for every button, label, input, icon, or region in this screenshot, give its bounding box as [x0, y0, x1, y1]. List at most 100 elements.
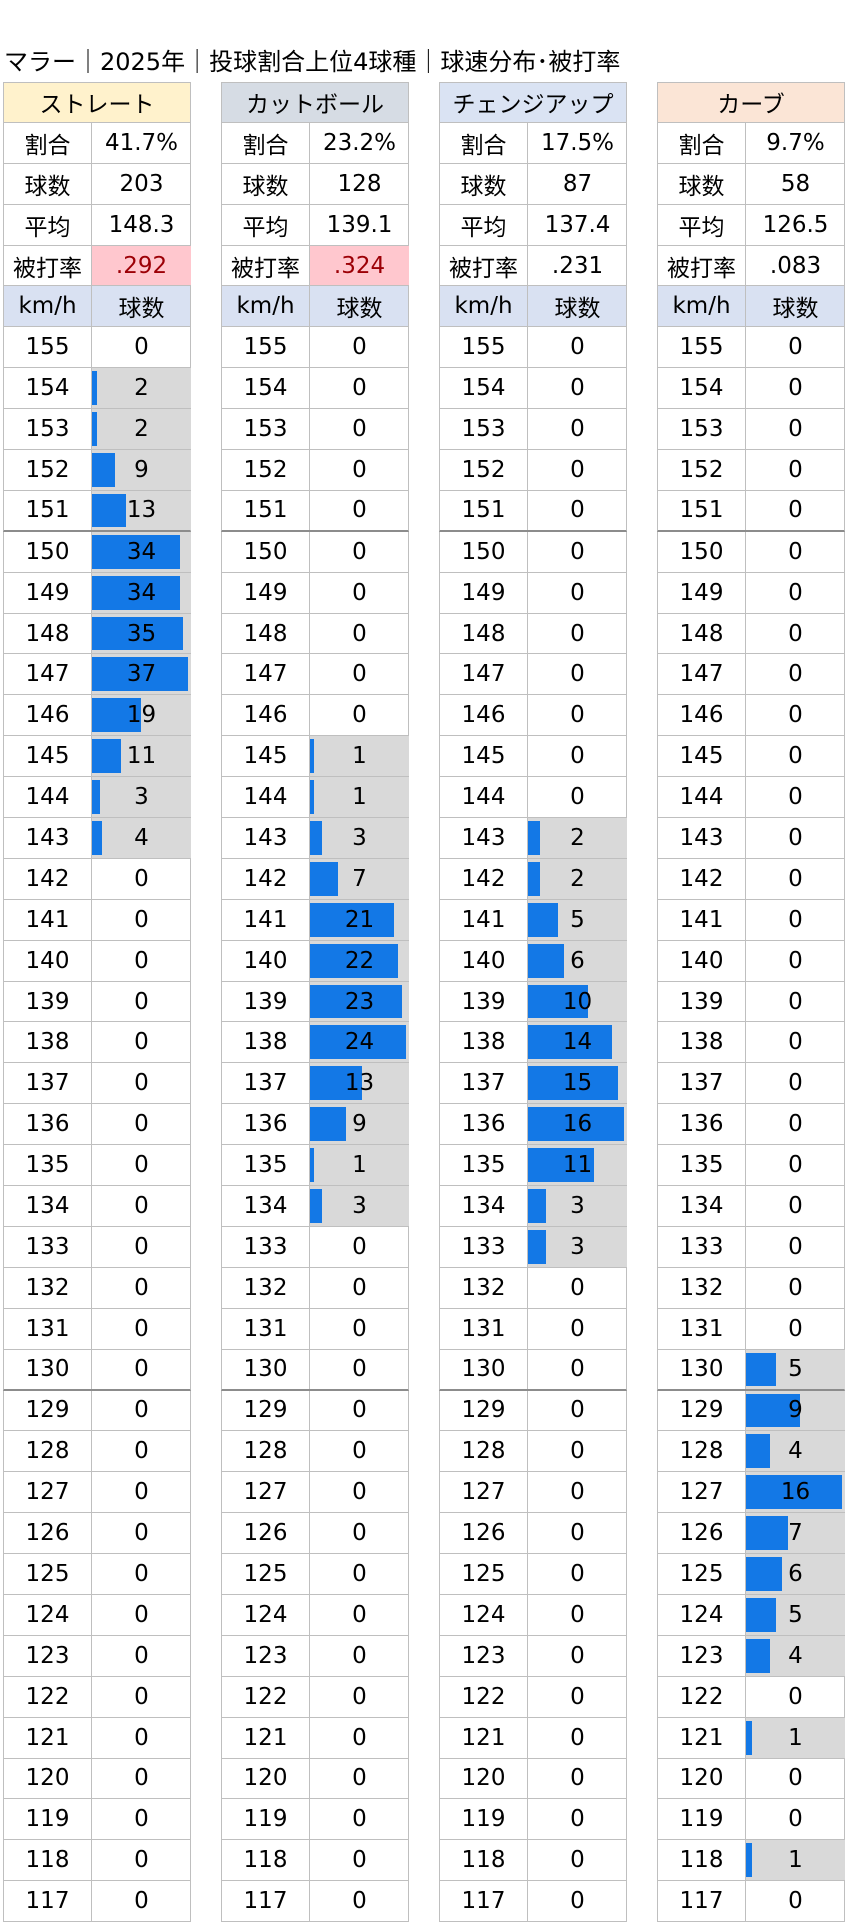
- count-value-cell: 0: [310, 1350, 409, 1389]
- speed-value: 121: [222, 1717, 310, 1758]
- count-value-cell: 0: [310, 1636, 409, 1676]
- count-value: 0: [134, 1642, 149, 1669]
- count-value: 0: [134, 1274, 149, 1301]
- speed-value: 144: [440, 777, 528, 818]
- speed-row: 131 0: [657, 1308, 845, 1350]
- speed-row: 150 0: [439, 531, 627, 573]
- speed-value: 138: [222, 1022, 310, 1063]
- stat-row-count: 球数 87: [439, 163, 627, 205]
- count-value-cell: 11: [528, 1145, 627, 1186]
- speed-value: 126: [4, 1513, 92, 1554]
- speed-value: 153: [658, 409, 746, 450]
- speed-row: 152 0: [439, 450, 627, 491]
- count-value: 3: [352, 1192, 367, 1219]
- count-value-cell: 0: [528, 1718, 627, 1758]
- count-bar: [310, 1107, 346, 1142]
- pitch-panel: チェンジアップ 割合 17.5% 球数 87 平均 137.4 被打率 .231 km/h 球数 15…: [439, 82, 627, 1922]
- stat-value-count: 203: [119, 170, 164, 197]
- stat-value-ratio: 9.7%: [766, 129, 825, 156]
- speed-row: 148 0: [221, 613, 409, 655]
- speed-value: 152: [658, 450, 746, 490]
- speed-value: 136: [440, 1104, 528, 1145]
- count-value-cell: 0: [92, 1759, 191, 1799]
- count-value-cell: 0: [746, 1104, 845, 1144]
- count-value: 0: [570, 1888, 585, 1915]
- count-value: 1: [352, 784, 367, 811]
- speed-row: 155 0: [3, 327, 191, 369]
- count-bar: [528, 1066, 618, 1101]
- count-value-cell: 0: [92, 859, 191, 899]
- count-bar: [310, 943, 398, 978]
- count-value: 0: [352, 1601, 367, 1628]
- count-value: 0: [570, 1315, 585, 1342]
- speed-row: 119 0: [439, 1799, 627, 1841]
- count-value-cell: 0: [310, 1718, 409, 1758]
- count-value-cell: 0: [310, 368, 409, 408]
- speed-value: 143: [222, 818, 310, 858]
- count-value: 0: [570, 456, 585, 483]
- count-value: 0: [788, 1152, 803, 1179]
- count-value-cell: 1: [310, 1145, 409, 1186]
- speed-row: 138 0: [3, 1022, 191, 1064]
- count-value-cell: 0: [746, 573, 845, 613]
- count-value-cell: 2: [92, 368, 191, 409]
- speed-value: 125: [658, 1554, 746, 1594]
- speed-row: 129 9: [657, 1390, 845, 1432]
- count-value-cell: 0: [310, 1431, 409, 1471]
- speed-row: 131 0: [3, 1308, 191, 1350]
- speed-value: 123: [440, 1635, 528, 1676]
- count-value: 13: [126, 497, 157, 524]
- count-bar: [746, 1352, 776, 1386]
- count-value-cell: 0: [92, 1554, 191, 1594]
- speed-value: 120: [4, 1758, 92, 1799]
- count-value-cell: 0: [528, 777, 627, 817]
- speed-row: 140 6: [439, 940, 627, 982]
- speed-row: 155 0: [221, 327, 409, 369]
- speed-value: 147: [222, 654, 310, 695]
- speed-value: 148: [658, 613, 746, 654]
- count-bar: [310, 984, 402, 1019]
- count-shade: [528, 818, 627, 858]
- count-value: 0: [134, 865, 149, 892]
- pitch-name: チェンジアップ: [439, 82, 627, 123]
- count-shade: [310, 1186, 409, 1226]
- count-value-cell: 0: [92, 1186, 191, 1226]
- speed-value: 117: [4, 1881, 92, 1922]
- count-value: 0: [570, 784, 585, 811]
- count-value: 0: [570, 1479, 585, 1506]
- speed-row: 151 0: [221, 490, 409, 532]
- speed-row: 138 14: [439, 1022, 627, 1064]
- speed-row: 135 1: [221, 1145, 409, 1187]
- count-value-cell: 1: [746, 1840, 845, 1881]
- speed-value: 146: [4, 695, 92, 736]
- speed-value: 130: [658, 1349, 746, 1389]
- speed-row: 121 0: [3, 1717, 191, 1759]
- count-value: 0: [570, 1683, 585, 1710]
- count-value: 0: [788, 456, 803, 483]
- speed-row: 120 0: [3, 1758, 191, 1800]
- speed-value: 147: [4, 654, 92, 695]
- count-value: 3: [352, 824, 367, 851]
- count-value: 0: [788, 620, 803, 647]
- count-value-cell: 1: [746, 1717, 845, 1758]
- speed-value: 145: [440, 736, 528, 777]
- speed-row: 143 3: [221, 818, 409, 859]
- stat-row-ratio: 割合 9.7%: [657, 122, 845, 164]
- count-value-cell: 0: [310, 1391, 409, 1431]
- speed-row: 139 23: [221, 981, 409, 1023]
- count-bar: [746, 1720, 752, 1755]
- count-value-cell: 0: [746, 736, 845, 776]
- speed-value: 133: [440, 1226, 528, 1267]
- pitch-panel: カットボール 割合 23.2% 球数 128 平均 139.1 被打率 .324 km/h 球数 15…: [221, 82, 409, 1922]
- speed-value: 147: [440, 654, 528, 695]
- count-value-cell: 10: [528, 981, 627, 1022]
- count-value: 0: [134, 1520, 149, 1547]
- count-value: 0: [788, 1888, 803, 1915]
- speed-row: 151 0: [439, 490, 627, 532]
- speed-row: 128 0: [439, 1431, 627, 1473]
- speed-value: 121: [440, 1717, 528, 1758]
- count-value: 0: [352, 702, 367, 729]
- count-value: 2: [570, 824, 585, 851]
- speed-row: 137 13: [221, 1063, 409, 1105]
- speed-row: 131 0: [439, 1308, 627, 1350]
